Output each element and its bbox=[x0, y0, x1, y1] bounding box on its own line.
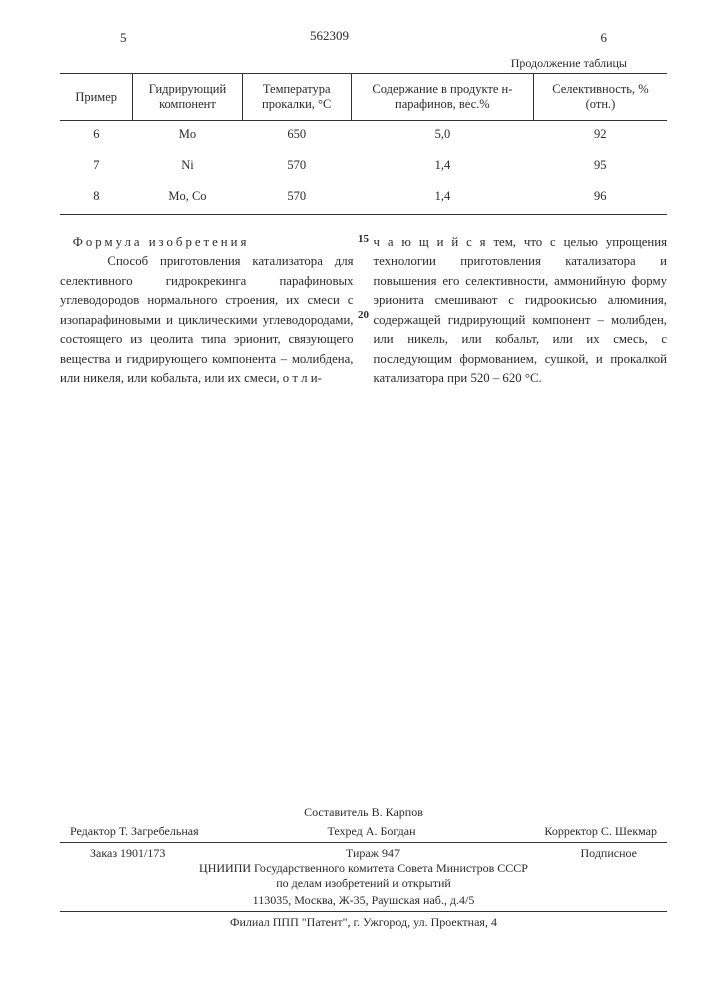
line-marker-20: 20 bbox=[358, 309, 369, 321]
cell: 650 bbox=[242, 121, 351, 153]
right-paragraph: ч а ю щ и й с я тем, что с целью упрощен… bbox=[374, 235, 668, 385]
patent-number: 562309 bbox=[310, 28, 349, 44]
col-selectivity: Селективность, % (отн.) bbox=[533, 74, 667, 121]
tech-editor: Техред А. Богдан bbox=[327, 824, 415, 839]
page-number-left: 5 bbox=[120, 30, 127, 46]
printer: Филиал ППП "Патент", г. Ужгород, ул. Про… bbox=[60, 915, 667, 930]
cell: 6 bbox=[60, 121, 133, 153]
imprint-footer: Составитель В. Карпов Редактор Т. Загреб… bbox=[60, 805, 667, 930]
cell: Mo bbox=[133, 121, 242, 153]
left-column: Формула изобретения Способ приготовления… bbox=[60, 233, 354, 389]
body-text: 15 20 Формула изобретения Способ пригото… bbox=[60, 233, 667, 389]
table-row: 7 Ni 570 1,4 95 bbox=[60, 152, 667, 183]
col-component: Гидрирующий компонент bbox=[133, 74, 242, 121]
cell: Mo, Co bbox=[133, 183, 242, 215]
org-line-2: по делам изобретений и открытий bbox=[60, 876, 667, 891]
cell: 7 bbox=[60, 152, 133, 183]
org-line-1: ЦНИИПИ Государственного комитета Совета … bbox=[60, 861, 667, 876]
table-row: 8 Mo, Co 570 1,4 96 bbox=[60, 183, 667, 215]
page-number-right: 6 bbox=[601, 30, 608, 46]
table-continuation-label: Продолжение таблицы bbox=[60, 56, 627, 71]
cell: Ni bbox=[133, 152, 242, 183]
table-row: 6 Mo 650 5,0 92 bbox=[60, 121, 667, 153]
table-header-row: Пример Гидрирующий компонент Температура… bbox=[60, 74, 667, 121]
cell: 5,0 bbox=[351, 121, 533, 153]
right-column: ч а ю щ и й с я тем, что с целью упрощен… bbox=[374, 233, 668, 389]
cell: 570 bbox=[242, 152, 351, 183]
cell: 95 bbox=[533, 152, 667, 183]
address: 113035, Москва, Ж-35, Раушская наб., д.4… bbox=[60, 893, 667, 908]
author-line: Составитель В. Карпов bbox=[60, 805, 667, 820]
left-paragraph: Способ приготовления катализатора для се… bbox=[60, 254, 354, 385]
corrector: Корректор С. Шекмар bbox=[544, 824, 657, 839]
rule bbox=[60, 911, 667, 912]
formula-heading: Формула изобретения bbox=[73, 235, 250, 249]
editor: Редактор Т. Загребельная bbox=[70, 824, 199, 839]
cell: 96 bbox=[533, 183, 667, 215]
tirazh: Тираж 947 bbox=[346, 846, 400, 861]
col-example: Пример bbox=[60, 74, 133, 121]
col-temperature: Температура прокалки, °С bbox=[242, 74, 351, 121]
rule bbox=[60, 842, 667, 843]
line-marker-15: 15 bbox=[358, 233, 369, 245]
cell: 8 bbox=[60, 183, 133, 215]
cell: 1,4 bbox=[351, 152, 533, 183]
cell: 570 bbox=[242, 183, 351, 215]
subscription: Подписное bbox=[581, 846, 638, 861]
col-content: Содержание в продукте н-парафинов, вес.% bbox=[351, 74, 533, 121]
results-table: Пример Гидрирующий компонент Температура… bbox=[60, 73, 667, 215]
order-number: Заказ 1901/173 bbox=[90, 846, 165, 861]
cell: 92 bbox=[533, 121, 667, 153]
cell: 1,4 bbox=[351, 183, 533, 215]
